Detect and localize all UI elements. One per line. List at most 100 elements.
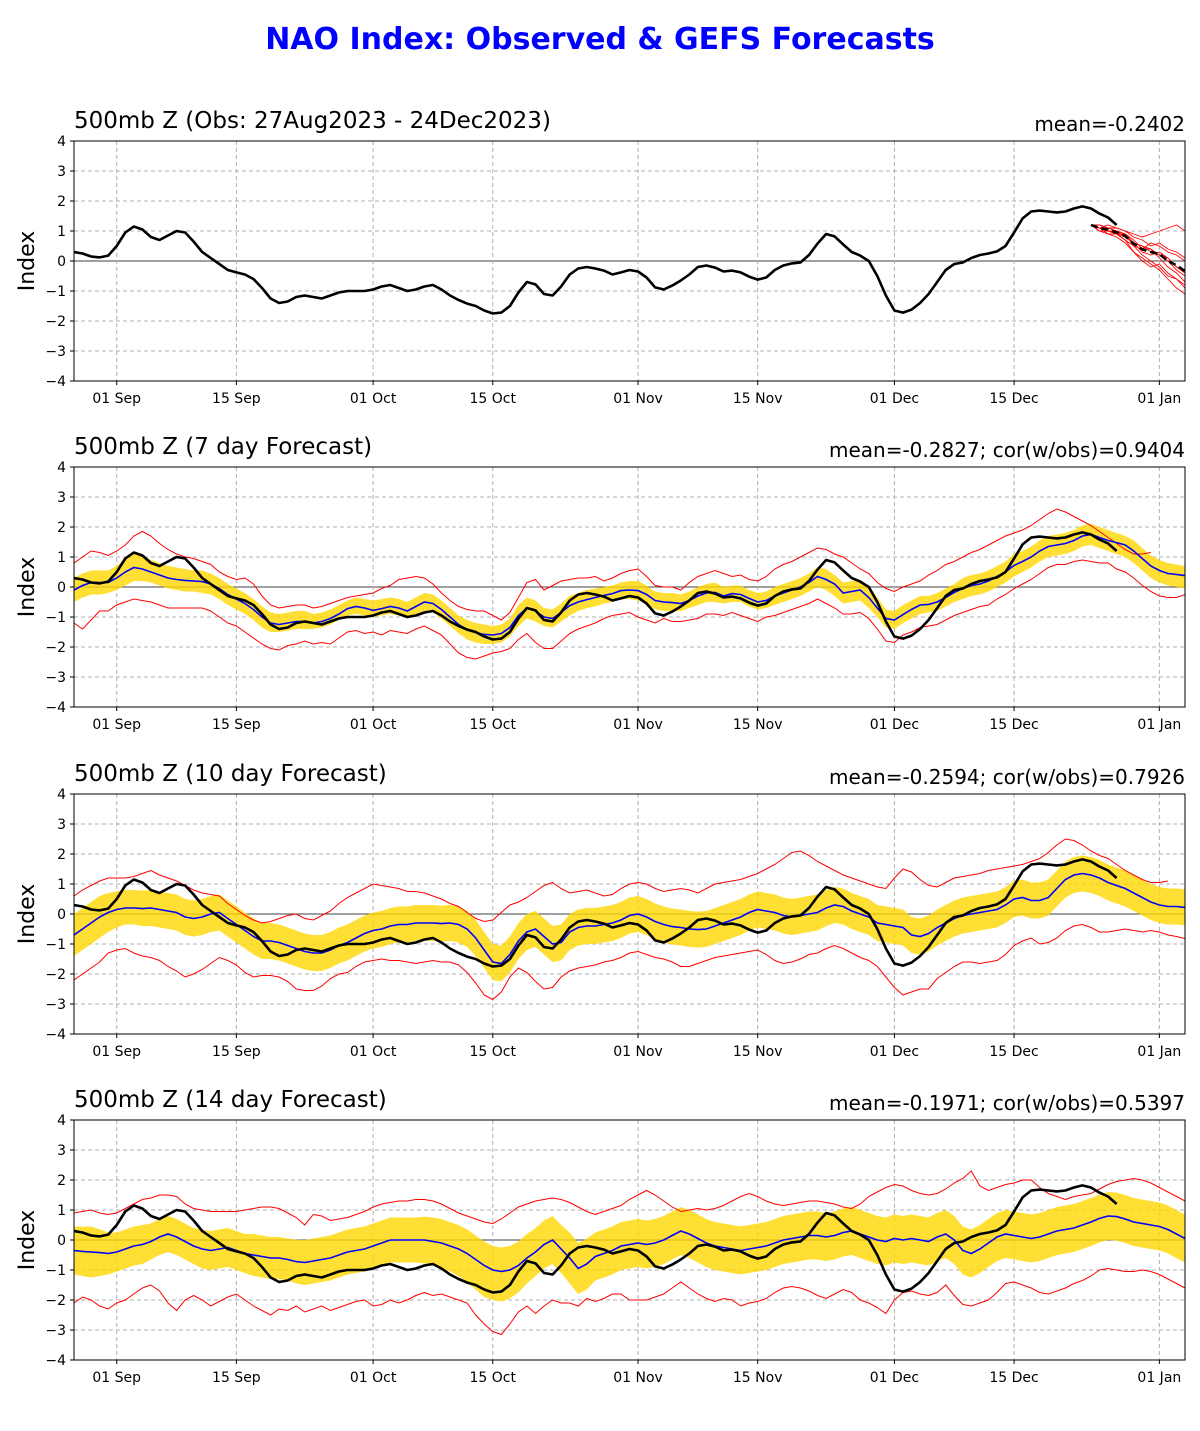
ensemble-max-line xyxy=(74,1170,1185,1226)
y-axis-label: Index xyxy=(15,1210,40,1271)
x-tick-label: 01 Nov xyxy=(613,391,663,407)
x-tick-label: 01 Oct xyxy=(350,391,397,407)
panel-stats: mean=-0.1971; cor(w/obs)=0.5397 xyxy=(828,1091,1185,1115)
chart-panel-7day: 500mb Z (7 day Forecast) mean=-0.2827; c… xyxy=(0,434,1200,778)
x-tick-label: 01 Sep xyxy=(92,1370,141,1386)
x-tick-label: 15 Sep xyxy=(212,1370,261,1386)
page-title: NAO Index: Observed & GEFS Forecasts xyxy=(265,22,935,57)
ensemble-min-line xyxy=(74,559,1185,660)
y-tick-label: 2 xyxy=(57,520,66,536)
y-tick-label: 2 xyxy=(57,847,66,863)
y-tick-label: −1 xyxy=(45,1263,66,1279)
ensemble-mean-line xyxy=(74,1215,1185,1273)
y-axis-label: Index xyxy=(15,231,40,292)
y-axis-label: Index xyxy=(15,884,40,945)
x-tick-label: 15 Dec xyxy=(989,1044,1038,1060)
x-tick-label: 01 Jan xyxy=(1137,1370,1181,1386)
forecast-mean-dashed-line xyxy=(1090,223,1185,273)
chart-plot: −4 −3 −2 −1 0 1 2 3 4 01 Sep 15 Sep 01 Oct 15 Oct 01 … xyxy=(15,460,1186,733)
chart-plot: −4 −3 −2 −1 0 1 2 3 4 01 Sep 15 Sep 01 Oct 15 Oct 01 … xyxy=(15,1113,1186,1386)
y-tick-label: 4 xyxy=(57,1113,66,1129)
panel-title: 500mb Z (14 day Forecast) xyxy=(74,1087,387,1113)
panel-stats: mean=-0.2402 xyxy=(1034,112,1185,136)
x-tick-label: 01 Oct xyxy=(350,1044,397,1060)
y-tick-label: 1 xyxy=(57,877,66,893)
y-tick-label: −1 xyxy=(45,284,66,300)
ensemble-max-line xyxy=(74,508,1151,621)
x-tick-label: 15 Oct xyxy=(470,1044,517,1060)
x-tick-label: 01 Sep xyxy=(92,1044,141,1060)
ensemble-min-line xyxy=(74,923,1185,1001)
y-tick-label: 3 xyxy=(57,817,66,833)
y-tick-label: 1 xyxy=(57,1203,66,1219)
y-tick-label: −2 xyxy=(45,1293,66,1309)
x-tick-label: 01 Sep xyxy=(92,391,141,407)
panel-title: 500mb Z (10 day Forecast) xyxy=(74,761,387,787)
y-tick-label: 4 xyxy=(57,134,66,150)
x-tick-label: 15 Dec xyxy=(989,1370,1038,1386)
x-tick-label: 15 Dec xyxy=(989,717,1038,733)
y-tick-label: 0 xyxy=(57,1233,66,1249)
y-tick-label: −3 xyxy=(45,1323,66,1339)
forecast-member-line xyxy=(1090,224,1185,277)
x-tick-label: 15 Oct xyxy=(470,1370,517,1386)
observed-line xyxy=(74,858,1118,968)
chart-panel-14day: 500mb Z (14 day Forecast) mean=-0.1971; … xyxy=(0,1087,1200,1431)
x-tick-label: 15 Nov xyxy=(733,1370,783,1386)
ensemble-spread-band xyxy=(74,855,1185,982)
x-tick-label: 01 Dec xyxy=(870,1370,919,1386)
chart-plot: −4 −3 −2 −1 0 1 2 3 4 01 Sep 15 Sep 01 Oct 15 Oct 01 … xyxy=(15,787,1186,1060)
y-tick-label: −2 xyxy=(45,967,66,983)
series-group xyxy=(74,1170,1185,1336)
y-tick-label: −1 xyxy=(45,937,66,953)
x-tick-label: 01 Dec xyxy=(870,391,919,407)
x-tick-label: 01 Nov xyxy=(613,1370,663,1386)
y-tick-label: 0 xyxy=(57,580,66,596)
y-tick-label: 0 xyxy=(57,254,66,270)
y-tick-label: 4 xyxy=(57,787,66,803)
x-tick-label: 15 Nov xyxy=(733,717,783,733)
x-tick-label: 15 Oct xyxy=(470,391,517,407)
y-tick-label: 0 xyxy=(57,907,66,923)
panel-stats: mean=-0.2827; cor(w/obs)=0.9404 xyxy=(828,438,1185,462)
forecast-member-line xyxy=(1090,224,1185,295)
y-tick-label: 3 xyxy=(57,1143,66,1159)
x-tick-label: 01 Jan xyxy=(1137,717,1181,733)
x-tick-label: 15 Dec xyxy=(989,391,1038,407)
x-tick-label: 15 Nov xyxy=(733,1044,783,1060)
y-tick-label: 1 xyxy=(57,550,66,566)
panel-title: 500mb Z (Obs: 27Aug2023 - 24Dec2023) xyxy=(74,108,551,134)
y-tick-label: 2 xyxy=(57,1173,66,1189)
ensemble-min-line xyxy=(74,1267,1185,1336)
x-tick-label: 01 Sep xyxy=(92,717,141,733)
y-axis-label: Index xyxy=(15,557,40,618)
x-tick-label: 15 Sep xyxy=(212,391,261,407)
chart-panel-observed: 500mb Z (Obs: 27Aug2023 - 24Dec2023) mea… xyxy=(0,108,1200,452)
y-tick-label: −4 xyxy=(45,374,66,390)
x-tick-label: 01 Nov xyxy=(613,717,663,733)
y-tick-label: −4 xyxy=(45,1353,66,1369)
panel-stats: mean=-0.2594; cor(w/obs)=0.7926 xyxy=(828,765,1185,789)
y-tick-label: −1 xyxy=(45,610,66,626)
ensemble-spread-band xyxy=(74,524,1185,644)
x-tick-label: 01 Nov xyxy=(613,1044,663,1060)
chart-panel-10day: 500mb Z (10 day Forecast) mean=-0.2594; … xyxy=(0,761,1200,1105)
x-tick-label: 15 Sep xyxy=(212,1044,261,1060)
x-tick-label: 01 Jan xyxy=(1137,1044,1181,1060)
x-tick-label: 15 Oct xyxy=(470,717,517,733)
observed-line xyxy=(74,1184,1118,1294)
y-tick-label: −3 xyxy=(45,344,66,360)
y-tick-label: −3 xyxy=(45,997,66,1013)
series-group xyxy=(74,838,1185,1001)
observed-line xyxy=(74,531,1118,641)
x-tick-label: 01 Oct xyxy=(350,717,397,733)
forecast-member-line xyxy=(1090,224,1185,259)
x-tick-label: 01 Jan xyxy=(1137,391,1181,407)
y-tick-label: 2 xyxy=(57,194,66,210)
forecast-member-line xyxy=(1090,224,1185,286)
y-tick-label: −2 xyxy=(45,640,66,656)
observed-line xyxy=(74,205,1118,315)
x-tick-label: 01 Dec xyxy=(870,1044,919,1060)
ensemble-max-line xyxy=(74,838,1168,924)
x-tick-label: 01 Dec xyxy=(870,717,919,733)
